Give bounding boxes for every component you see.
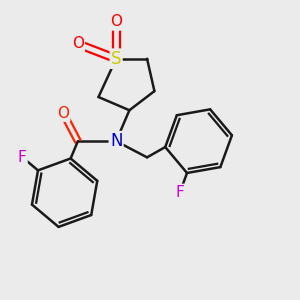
Text: S: S [111, 50, 122, 68]
Text: F: F [18, 150, 27, 165]
Text: O: O [72, 37, 84, 52]
Text: O: O [57, 106, 69, 121]
Text: N: N [110, 132, 122, 150]
Text: O: O [110, 14, 122, 29]
Text: F: F [176, 185, 184, 200]
